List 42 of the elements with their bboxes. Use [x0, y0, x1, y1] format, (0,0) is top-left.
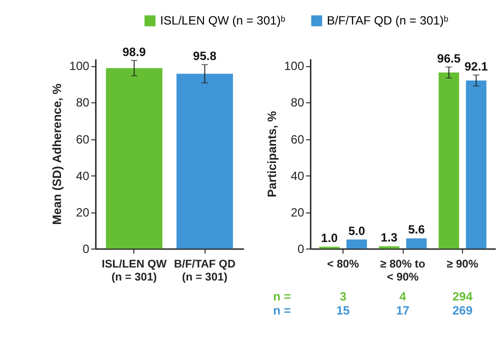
bar	[406, 238, 427, 249]
data-label: 92.1	[464, 59, 488, 74]
y-tick-label: 40	[290, 168, 304, 183]
data-label: 98.9	[122, 44, 146, 59]
y-tick-label: 20	[76, 205, 90, 220]
text: 17	[396, 303, 410, 318]
y-tick-label: 60	[76, 132, 90, 146]
bar	[346, 239, 367, 249]
y-tick-label: 100	[69, 59, 90, 74]
y-tick-label: 0	[82, 242, 90, 256]
text: 3	[340, 289, 347, 304]
text: 269	[452, 303, 473, 318]
text: 294	[452, 289, 473, 304]
data-label: 1.0	[321, 231, 338, 246]
y-axis-title: Participants, %	[264, 110, 279, 198]
text: 15	[336, 303, 350, 318]
y-tick-label: 20	[290, 205, 304, 220]
y-tick-label: 80	[290, 96, 304, 110]
text: n =	[273, 303, 291, 318]
y-tick-label: 80	[76, 96, 90, 110]
x-tick-label: ≥ 90%	[446, 258, 478, 271]
y-tick-label: 60	[290, 132, 304, 146]
text: 4	[399, 289, 406, 304]
data-label: 5.6	[408, 222, 426, 237]
data-label: 5.0	[348, 224, 366, 238]
data-label: 1.3	[380, 230, 398, 245]
bar	[378, 246, 400, 249]
x-tick-label: ISL/LEN QW (n = 301)	[102, 258, 168, 284]
y-tick-label: 0	[297, 242, 304, 256]
y-axis-title: Mean (SD) Adherence, %	[50, 83, 64, 225]
legend-label: ISL/LEN QW (n = 301)ᵇ	[160, 14, 286, 28]
y-tick-label: 100	[284, 59, 304, 74]
bar	[438, 72, 460, 249]
bar	[466, 80, 486, 249]
legend-label: B/F/TAF QD (n = 301)ᵇ	[326, 14, 449, 28]
y-tick-label: 40	[76, 168, 90, 183]
x-tick-label: B/F/TAF QD (n = 301)	[174, 258, 236, 284]
data-label: 95.8	[193, 48, 217, 63]
x-tick-label: ≥ 80% to < 90%	[380, 258, 426, 284]
x-tick-label: < 80%	[327, 258, 360, 271]
text: n =	[273, 289, 291, 304]
data-label: 96.5	[437, 51, 461, 66]
